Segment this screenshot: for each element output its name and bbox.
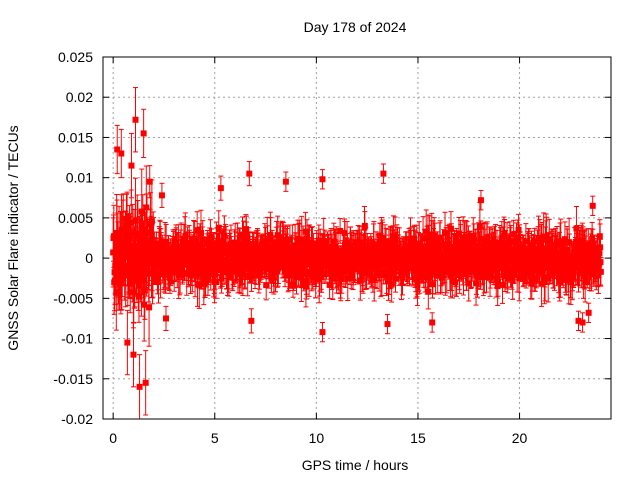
data-point [158,182,165,208]
x-tick-label: 15 [410,430,426,446]
data-point [246,161,253,187]
data-point [477,190,484,211]
data-point [337,218,344,244]
data-point [118,128,125,179]
data-point [248,308,255,334]
data-point [136,354,143,420]
data-point [319,169,326,190]
data-point [380,163,387,184]
data-point [128,132,135,199]
data-point [114,124,121,175]
y-tick-label: 0.005 [58,210,93,226]
data-point [282,171,289,192]
y-tick-label: -0.02 [61,411,93,427]
data-point [217,175,224,201]
y-axis-label: GNSS Solar Flare indicator / TECUs [5,125,21,350]
data-point [124,309,131,376]
x-tick-label: 0 [109,430,117,446]
y-tick-label: 0.015 [58,129,93,145]
y-tick-label: -0.015 [53,371,93,387]
data-point [142,350,149,416]
x-axis-label: GPS time / hours [302,457,409,473]
data-point [162,305,169,332]
y-tick-label: 0.025 [58,49,93,65]
data-points [110,87,604,420]
data-point [429,312,436,333]
x-tick-label: 5 [211,430,219,446]
data-point [130,321,137,388]
y-tick-label: 0.01 [66,170,93,186]
x-tick-label: 20 [512,430,528,446]
y-tick-label: -0.01 [61,331,93,347]
data-point [579,312,586,333]
y-tick-label: -0.005 [53,290,93,306]
data-point [589,195,596,216]
data-point [140,108,147,159]
y-tick-label: 0 [85,250,93,266]
y-tick-label: 0.02 [66,89,93,105]
chart-title: Day 178 of 2024 [304,19,407,35]
data-point [384,313,391,335]
data-point [585,302,592,323]
x-tick-label: 10 [309,430,325,446]
